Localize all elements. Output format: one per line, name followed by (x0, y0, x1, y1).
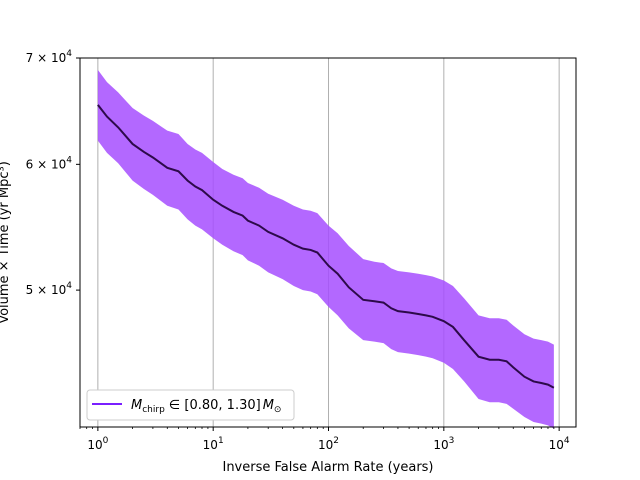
legend-label: Mchirp ∈ [0.80, 1.30] M⊙ (131, 398, 281, 415)
x-tick-label-2: 102 (318, 436, 339, 452)
y-tick-label-2: 6 × 104 (26, 155, 73, 171)
y-tick-label-3: 7 × 104 (26, 49, 73, 65)
legend-box (86, 389, 295, 421)
legend-symbol-2: M (263, 398, 274, 413)
legend-subscript: chirp (142, 405, 165, 415)
x-tick-label-3: 103 (433, 436, 454, 452)
legend: Mchirp ∈ [0.80, 1.30] M⊙ (86, 389, 295, 421)
series-line (97, 104, 555, 389)
x-tick-label-0: 100 (87, 436, 108, 452)
legend-symbol: M (131, 398, 142, 413)
y-axis: 5 × 104 6 × 104 7 × 104 (26, 49, 80, 297)
y-axis-label: Volume × Time (yr Mpc³) (0, 161, 12, 324)
legend-subscript-2: ⊙ (274, 405, 282, 415)
x-tick-label-4: 104 (549, 436, 570, 452)
x-tick-label-1: 101 (203, 436, 224, 452)
legend-range: ∈ [0.80, 1.30] (165, 398, 261, 413)
x-axis: 100 101 102 103 104 (79, 427, 570, 452)
y-tick-label-1: 5 × 104 (26, 281, 73, 297)
axes-frame (79, 57, 577, 428)
x-axis-label: Inverse False Alarm Rate (years) (222, 460, 433, 475)
confidence-band (97, 69, 554, 429)
